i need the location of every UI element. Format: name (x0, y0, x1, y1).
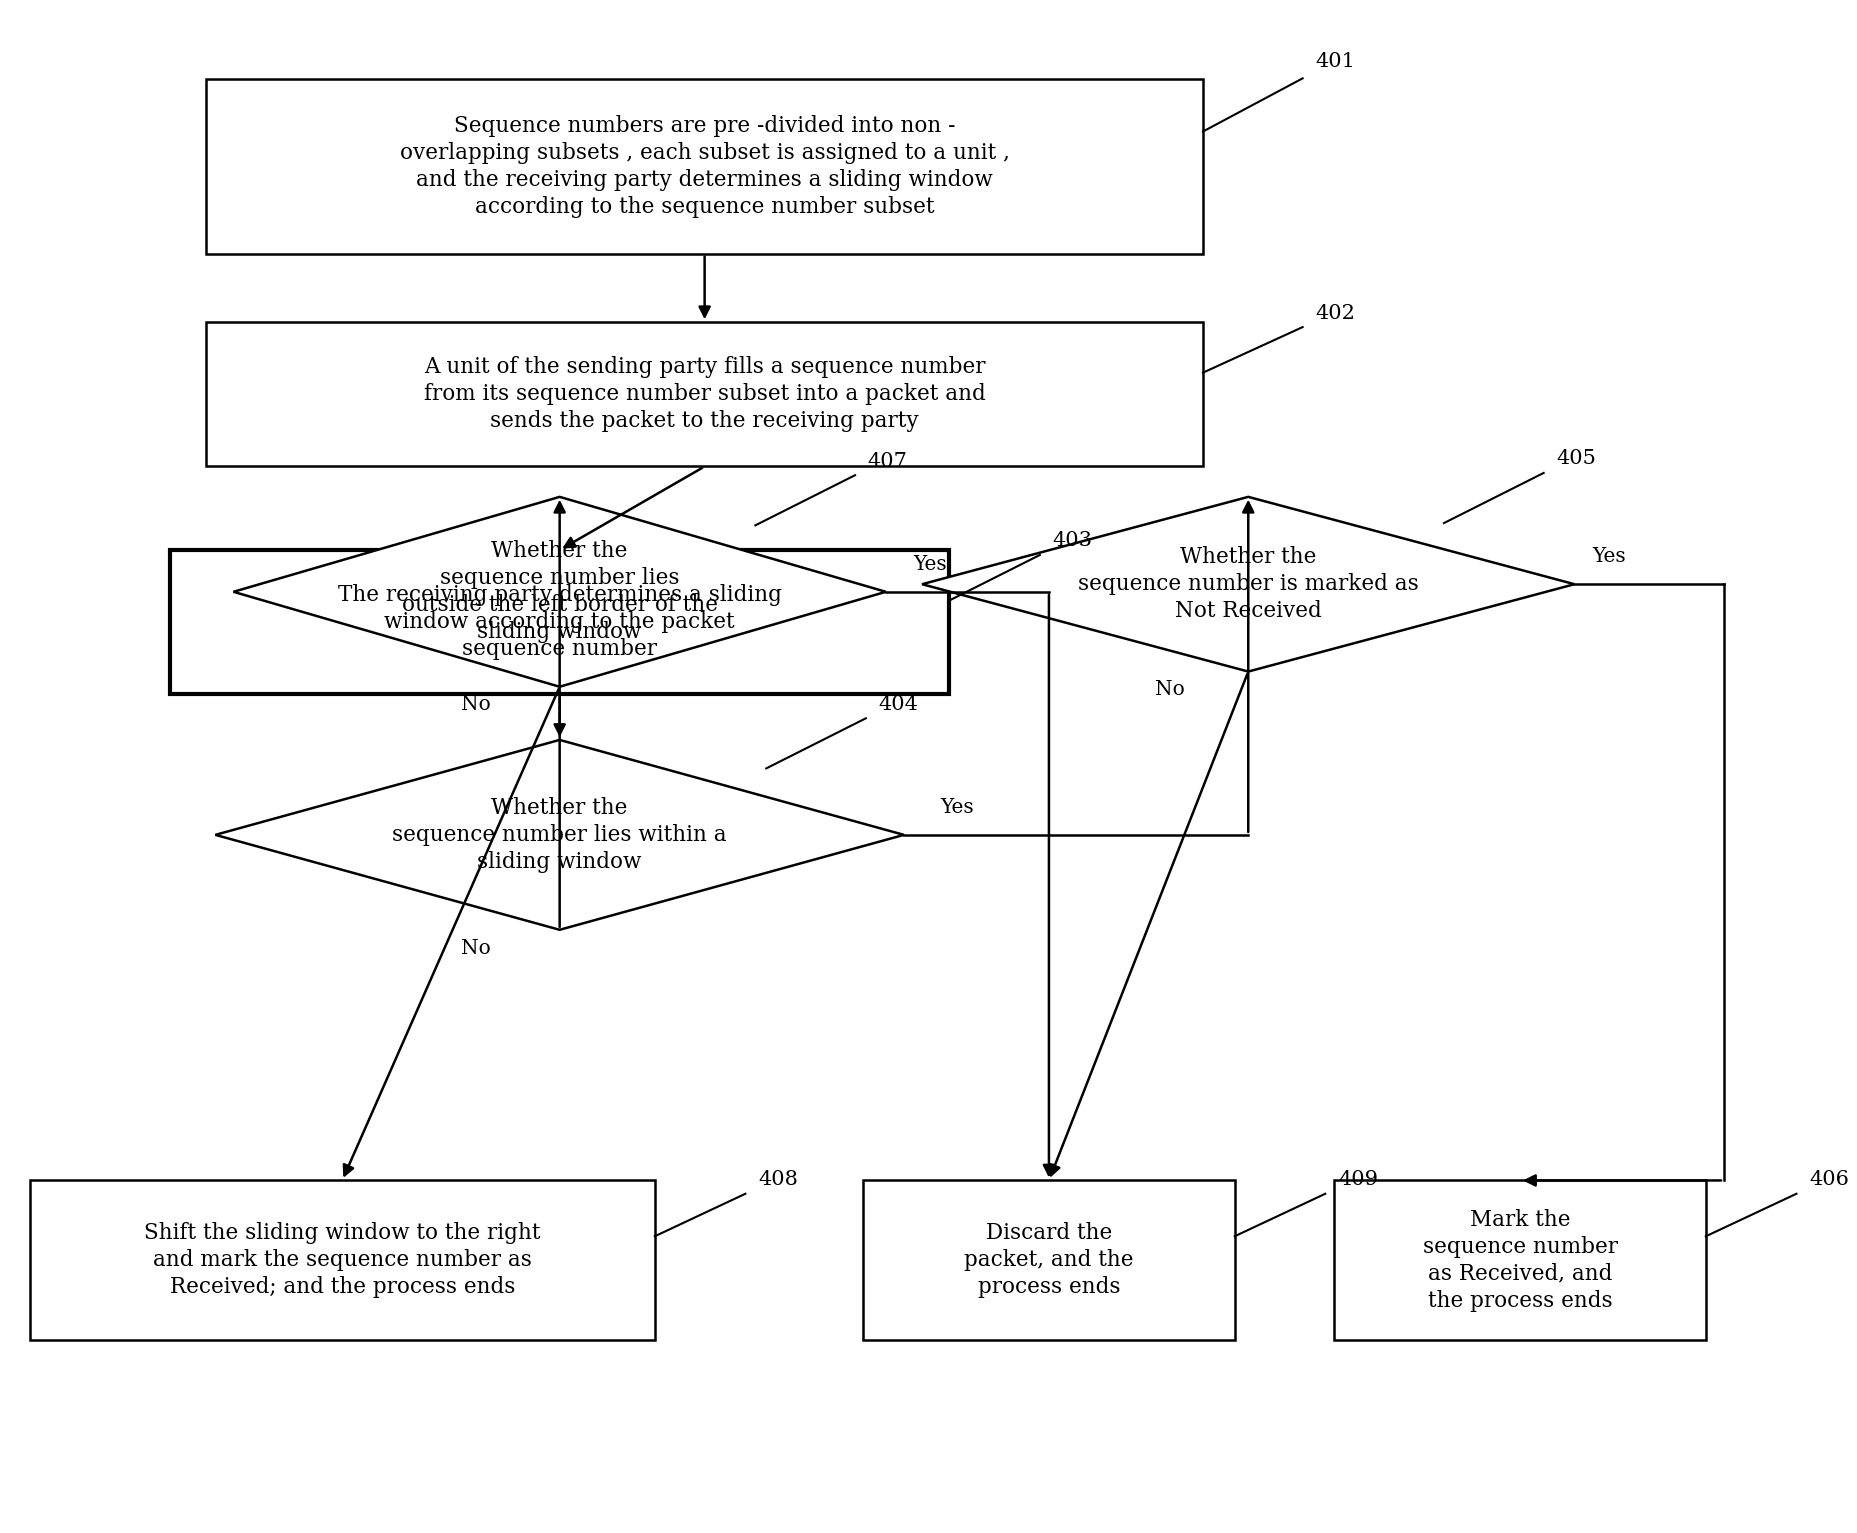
FancyBboxPatch shape (206, 80, 1201, 254)
Polygon shape (215, 740, 904, 931)
Text: 401: 401 (1315, 52, 1354, 71)
Polygon shape (234, 497, 886, 687)
Text: No: No (1155, 681, 1185, 699)
Text: Whether the
sequence number lies
outside the left border of the
sliding window: Whether the sequence number lies outside… (401, 540, 717, 644)
Text: Mark the
sequence number
as Received, and
the process ends: Mark the sequence number as Received, an… (1422, 1208, 1617, 1312)
Text: Yes: Yes (940, 799, 973, 817)
Polygon shape (921, 497, 1573, 671)
Text: Sequence numbers are pre -divided into non -
overlapping subsets , each subset i: Sequence numbers are pre -divided into n… (399, 115, 1008, 218)
Text: 404: 404 (878, 694, 917, 714)
Text: The receiving party determines a sliding
window according to the packet
sequence: The receiving party determines a sliding… (338, 584, 782, 661)
Text: Shift the sliding window to the right
and mark the sequence number as
Received; : Shift the sliding window to the right an… (143, 1222, 540, 1298)
Text: 402: 402 (1315, 304, 1354, 322)
Text: A unit of the sending party fills a sequence number
from its sequence number sub: A unit of the sending party fills a sequ… (423, 356, 984, 432)
Text: Discard the
packet, and the
process ends: Discard the packet, and the process ends (964, 1222, 1133, 1298)
Text: 409: 409 (1337, 1170, 1378, 1190)
Text: 407: 407 (867, 452, 906, 471)
FancyBboxPatch shape (30, 1180, 654, 1340)
Text: Whether the
sequence number is marked as
Not Received: Whether the sequence number is marked as… (1077, 546, 1419, 622)
Text: Whether the
sequence number lies within a
sliding window: Whether the sequence number lies within … (392, 797, 726, 872)
Text: Yes: Yes (912, 555, 945, 573)
FancyBboxPatch shape (1333, 1180, 1705, 1340)
FancyBboxPatch shape (206, 322, 1201, 466)
FancyBboxPatch shape (864, 1180, 1235, 1340)
Text: 408: 408 (758, 1170, 797, 1190)
Text: 403: 403 (1053, 532, 1092, 550)
Text: 405: 405 (1556, 449, 1595, 469)
Text: 406: 406 (1809, 1170, 1848, 1190)
Text: No: No (461, 938, 490, 958)
Text: No: No (461, 696, 490, 714)
FancyBboxPatch shape (171, 550, 949, 694)
Text: Yes: Yes (1591, 547, 1625, 566)
